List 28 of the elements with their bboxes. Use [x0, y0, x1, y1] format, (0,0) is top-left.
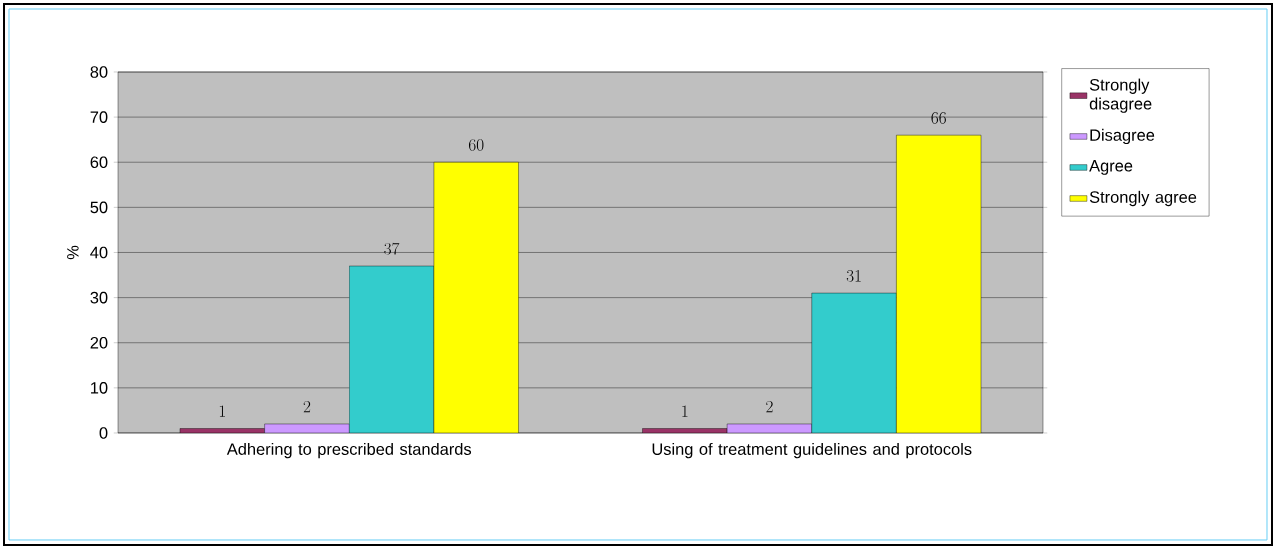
data-label: 31 — [846, 270, 861, 282]
x-tick-label: Using of treatment guidelines and protocols — [652, 442, 972, 459]
y-tick-label: 70 — [90, 111, 108, 123]
bar — [811, 292, 897, 433]
bar — [349, 265, 435, 433]
data-label: 60 — [468, 139, 484, 151]
bar — [433, 162, 519, 433]
y-tick-label: 60 — [90, 156, 108, 169]
legend-label: Agree — [1089, 160, 1133, 175]
data-label: 2 — [303, 400, 311, 413]
y-tick-label: 20 — [90, 336, 108, 349]
y-tick-label: 80 — [90, 66, 108, 78]
y-tick-label: 40 — [90, 246, 108, 259]
y-tick-label: 50 — [90, 201, 108, 214]
data-label: 1 — [219, 405, 225, 417]
bar — [896, 134, 982, 433]
data-label: 66 — [931, 112, 946, 124]
y-tick-label: 0 — [99, 427, 108, 439]
legend-label: Disagree — [1090, 128, 1155, 145]
data-label: 2 — [766, 400, 773, 413]
data-label: 1 — [682, 405, 688, 417]
y-axis-title: % — [67, 245, 79, 260]
x-tick-label: Adhering to prescribed standards — [226, 442, 472, 459]
legend-label: Strongly agree — [1089, 190, 1197, 207]
legend-label: Strongly disagree — [1089, 78, 1152, 113]
y-tick-label: 10 — [91, 382, 108, 394]
y-tick-label: 30 — [90, 291, 108, 304]
data-label: 37 — [384, 242, 400, 255]
